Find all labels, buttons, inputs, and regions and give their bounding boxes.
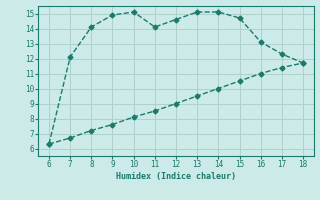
X-axis label: Humidex (Indice chaleur): Humidex (Indice chaleur) bbox=[116, 172, 236, 181]
